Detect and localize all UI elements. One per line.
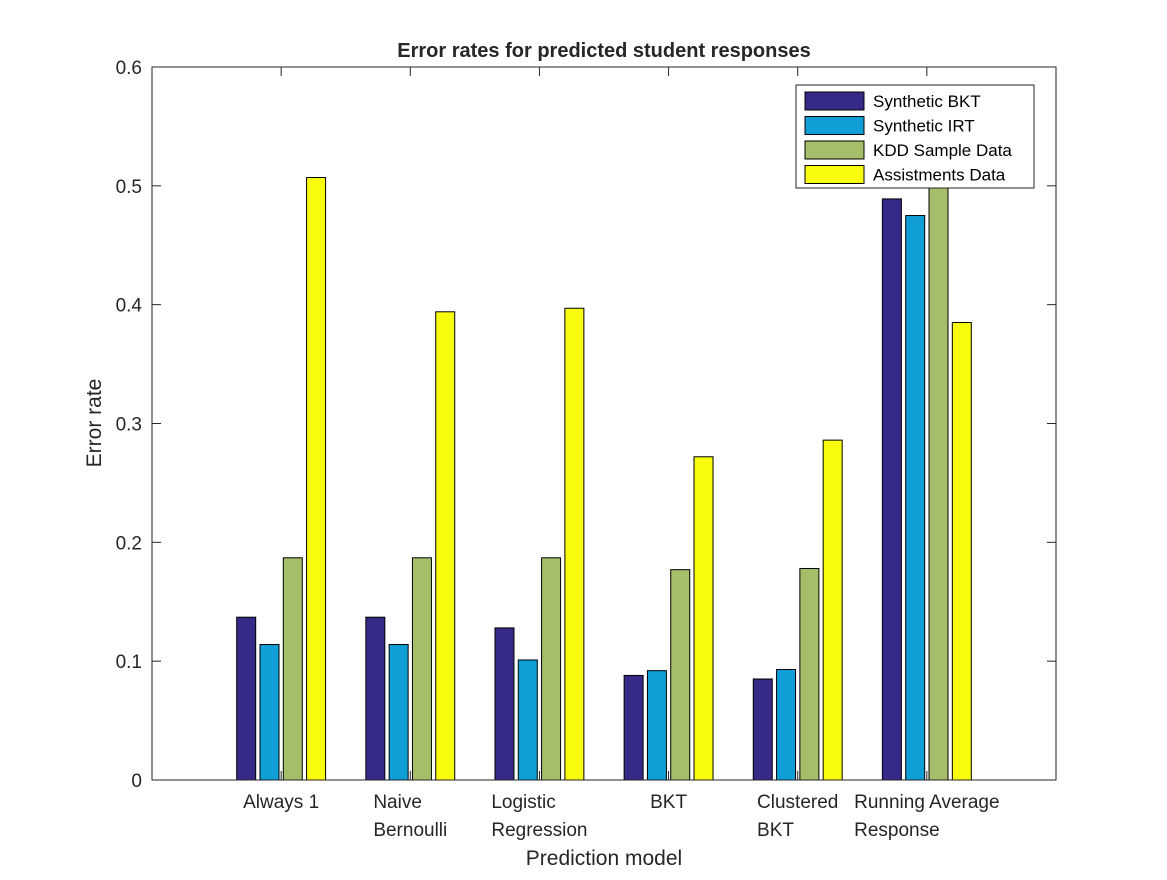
bar-kdd-sample-data bbox=[282, 557, 303, 781]
bar-synthetic-bkt bbox=[881, 198, 902, 781]
bar-synthetic-irt bbox=[517, 659, 538, 781]
bar-synthetic-bkt bbox=[752, 678, 773, 781]
bar-synthetic-bkt bbox=[623, 674, 644, 781]
bar-assistments-data bbox=[306, 177, 327, 781]
bar-assistments-data bbox=[822, 439, 843, 781]
x-tick-label: Always 1 bbox=[243, 792, 319, 813]
legend-swatch bbox=[804, 116, 865, 135]
x-tick-label: Naive bbox=[373, 792, 422, 813]
bar-synthetic-irt bbox=[388, 644, 409, 781]
legend-label: Assistments Data bbox=[873, 166, 1006, 185]
x-axis-label: Prediction model bbox=[526, 847, 682, 870]
legend: Synthetic BKT Synthetic IRT KDD Sample Dat… bbox=[795, 84, 1035, 189]
legend-swatch bbox=[804, 140, 865, 160]
bar-assistments-data bbox=[435, 311, 456, 781]
y-tick-label: 0.4 bbox=[116, 296, 143, 317]
legend-swatch bbox=[804, 91, 865, 111]
bar-kdd-sample-data bbox=[411, 557, 432, 781]
y-tick-label: 0.3 bbox=[116, 415, 142, 436]
legend-swatch bbox=[804, 165, 865, 184]
x-tick-label: Clustered bbox=[757, 792, 838, 813]
bar-synthetic-bkt bbox=[236, 616, 257, 781]
y-tick-label: 0.5 bbox=[116, 177, 142, 198]
bar-kdd-sample-data bbox=[541, 557, 562, 781]
x-tick-label: Bernoulli bbox=[373, 820, 447, 841]
bar-synthetic-irt bbox=[776, 668, 797, 781]
x-tick-label: Regression bbox=[491, 820, 587, 841]
bar-assistments-data bbox=[693, 456, 714, 781]
bar-kdd-sample-data bbox=[928, 161, 949, 781]
legend-label: Synthetic BKT bbox=[873, 92, 981, 111]
legend-label: KDD Sample Data bbox=[873, 141, 1012, 160]
x-tick-label: BKT bbox=[757, 820, 794, 841]
y-tick-label: 0.1 bbox=[116, 652, 142, 673]
bar-synthetic-bkt bbox=[365, 616, 386, 781]
y-axis-label: Error rate bbox=[83, 379, 106, 468]
y-tick-label: 0.6 bbox=[116, 58, 142, 79]
bar-synthetic-irt bbox=[259, 644, 280, 781]
y-tick-label: 0.2 bbox=[116, 533, 142, 554]
bar-synthetic-irt bbox=[905, 215, 926, 781]
chart-title: Error rates for predicted student respon… bbox=[397, 40, 810, 62]
y-tick-label: 0 bbox=[131, 771, 142, 792]
x-tick-label: Response bbox=[854, 820, 940, 841]
legend-label: Synthetic IRT bbox=[873, 117, 975, 136]
bar-synthetic-bkt bbox=[494, 627, 515, 781]
x-tick-label: Running Average bbox=[854, 792, 999, 813]
bar-kdd-sample-data bbox=[670, 569, 691, 781]
bar-assistments-data bbox=[951, 321, 972, 781]
x-tick-label: BKT bbox=[650, 792, 687, 813]
bar-assistments-data bbox=[564, 307, 585, 781]
x-tick-label: Logistic bbox=[491, 792, 555, 813]
bar-kdd-sample-data bbox=[799, 567, 820, 781]
bar-synthetic-irt bbox=[646, 670, 667, 781]
